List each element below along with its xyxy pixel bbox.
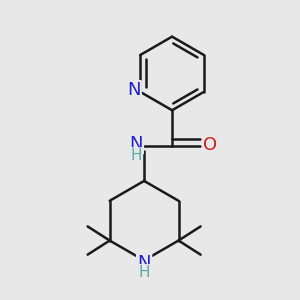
- Text: N: N: [127, 81, 140, 99]
- Text: H: H: [138, 265, 150, 280]
- Text: N: N: [129, 135, 142, 153]
- Text: O: O: [203, 136, 218, 154]
- Text: H: H: [130, 148, 142, 164]
- Text: N: N: [137, 254, 151, 272]
